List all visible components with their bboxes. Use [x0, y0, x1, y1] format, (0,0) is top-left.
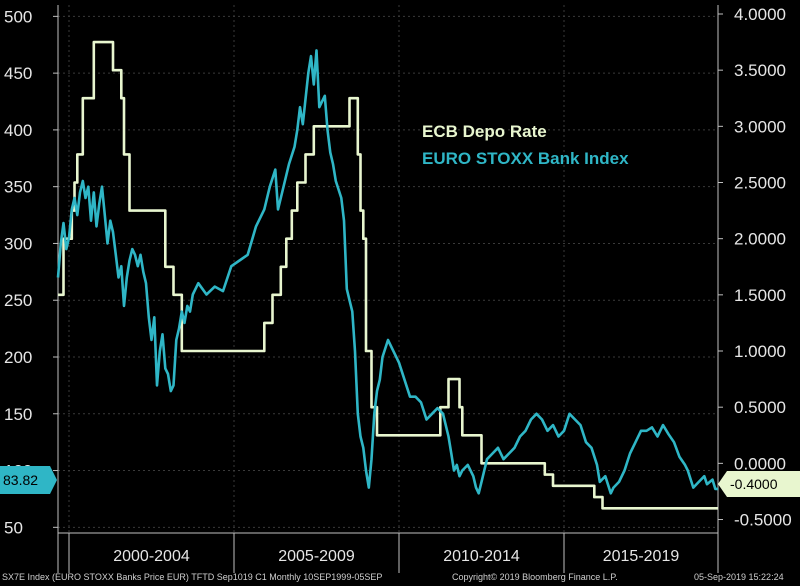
badge-right-shape [718, 471, 800, 497]
legend-euro-stoxx-bank-index: EURO STOXX Bank Index [422, 149, 629, 168]
y-right-tick-label: 2.5000 [734, 173, 786, 192]
x-period-label: 2015-2019 [603, 548, 680, 565]
x-period-label: 2010-2014 [443, 548, 520, 565]
y-right-tick-label: 4.0000 [734, 5, 786, 24]
footer-copyright: Copyright© 2019 Bloomberg Finance L.P. [452, 572, 618, 582]
y-right-tick-label: 0.5000 [734, 398, 786, 417]
y-left-tick-label: 200 [4, 348, 32, 367]
badge-left-shape [0, 466, 57, 494]
last-value-badge-left: 83.82 [0, 466, 57, 494]
y-right-tick-label: -0.5000 [734, 511, 792, 530]
y-left-tick-label: 500 [4, 7, 32, 26]
y-right-tick-label: 1.0000 [734, 342, 786, 361]
footer-timestamp: 05-Sep-2019 15:22:24 [694, 572, 784, 582]
y-left-tick-label: 450 [4, 64, 32, 83]
legend: ECB Depo Rate EURO STOXX Bank Index [422, 122, 629, 168]
footer-left: SX7E Index (EURO STOXX Banks Price EUR) … [2, 572, 382, 582]
last-value-badge-right: -0.4000 [718, 471, 800, 497]
x-period-label: 2000-2004 [113, 548, 190, 565]
ecb-depo-rate-line [58, 40, 718, 510]
y-left-tick-label: 50 [4, 518, 23, 537]
euro-stoxx-bank-index-line [56, 49, 718, 495]
footer: SX7E Index (EURO STOXX Banks Price EUR) … [2, 572, 784, 582]
y-left-tick-label: 250 [4, 291, 32, 310]
axis-layer: 500450400350300250200150100504.00003.500… [4, 5, 792, 573]
y-right-tick-label: 1.5000 [734, 286, 786, 305]
series-layer [56, 40, 718, 510]
badge-right-value: -0.4000 [730, 476, 778, 492]
y-left-tick-label: 400 [4, 121, 32, 140]
y-left-tick-label: 150 [4, 405, 32, 424]
y-left-tick-label: 300 [4, 234, 32, 253]
grid-layer [58, 5, 718, 533]
y-right-tick-label: 2.0000 [734, 230, 786, 249]
legend-ecb-depo-rate: ECB Depo Rate [422, 122, 547, 141]
y-right-tick-label: 3.5000 [734, 61, 786, 80]
y-right-tick-label: 0.0000 [734, 454, 786, 473]
x-period-label: 2005-2009 [278, 548, 355, 565]
y-left-tick-label: 350 [4, 178, 32, 197]
y-right-tick-label: 3.0000 [734, 117, 786, 136]
badge-left-value: 83.82 [3, 472, 38, 488]
